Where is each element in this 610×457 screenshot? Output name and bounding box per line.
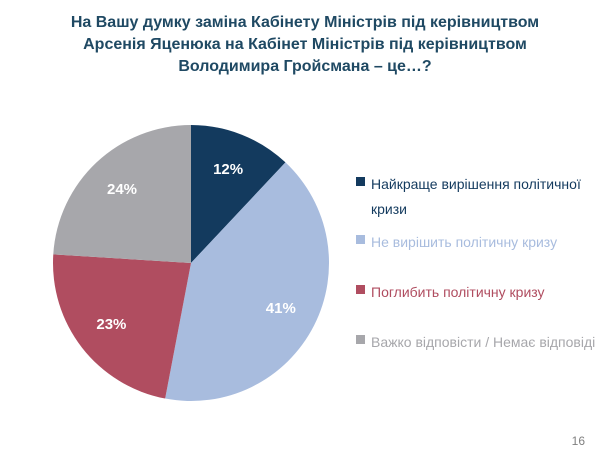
legend-label: Важко відповісти / Немає відповіді bbox=[371, 334, 596, 350]
pie-percent-label-3: 24% bbox=[107, 181, 137, 198]
legend-item-1: Не вирішить політичну кризу bbox=[356, 230, 557, 255]
legend-label: Найкраще вирішення політичної кризи bbox=[371, 176, 581, 217]
legend-swatch-icon bbox=[356, 335, 365, 344]
slide-title: На Вашу думку заміна Кабінету Міністрів … bbox=[15, 12, 595, 78]
legend-swatch-icon bbox=[356, 235, 365, 244]
slide-title-line: Володимира Гройсмана – це…? bbox=[178, 58, 432, 75]
pie-percent-label-2: 23% bbox=[96, 316, 126, 333]
pie-slice-0 bbox=[191, 125, 286, 263]
slide-title-line: На Вашу думку заміна Кабінету Міністрів … bbox=[70, 14, 540, 31]
legend: Найкраще вирішення політичної кризи Не ви… bbox=[356, 172, 604, 402]
pie-slice-2 bbox=[52, 254, 192, 399]
legend-swatch-icon bbox=[356, 177, 365, 186]
pie-percent-label-1: 41% bbox=[266, 300, 296, 317]
legend-swatch-icon bbox=[356, 285, 365, 294]
legend-item-2: Поглибить політичну кризу bbox=[356, 280, 545, 305]
page-number: 16 bbox=[571, 434, 585, 448]
pie-percent-label-0: 12% bbox=[213, 161, 243, 178]
legend-label: Поглибить політичну кризу bbox=[371, 284, 545, 300]
slide-title-line: Арсенія Яценюка на Кабінет Міністрів під… bbox=[83, 36, 527, 53]
legend-item-0: Найкраще вирішення політичної кризи bbox=[356, 172, 601, 222]
pie-chart-area: 12% 41% 23% 24% bbox=[41, 113, 341, 413]
pie-slice-3 bbox=[53, 125, 191, 263]
legend-item-3: Важко відповісти / Немає відповіді bbox=[356, 330, 595, 355]
pie-slice-1 bbox=[165, 162, 330, 402]
legend-label: Не вирішить політичну кризу bbox=[371, 234, 558, 250]
pie-chart: 12% 41% 23% 24% bbox=[52, 125, 330, 402]
